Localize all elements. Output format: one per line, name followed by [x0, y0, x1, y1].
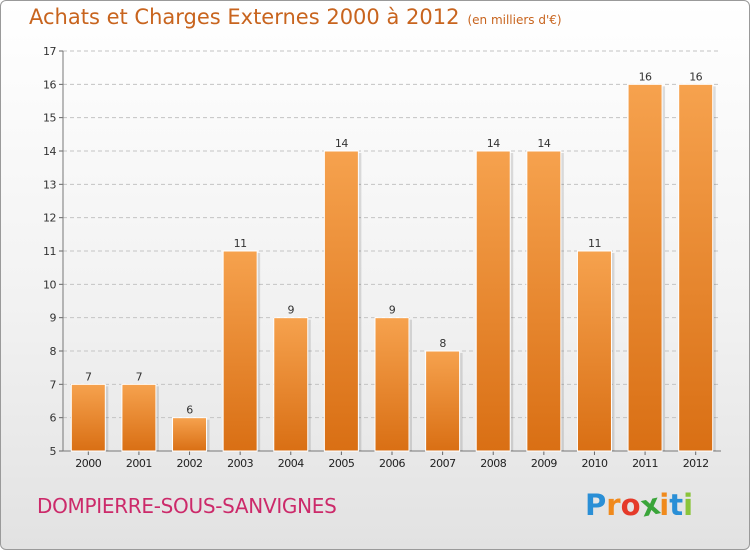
logo-letter: i: [683, 488, 694, 522]
data-label: 16: [689, 70, 702, 83]
data-label: 8: [439, 337, 446, 350]
y-tick-label: 8: [50, 345, 57, 358]
bar: [526, 150, 562, 452]
data-label: 9: [288, 304, 295, 317]
data-label: 14: [487, 137, 500, 150]
bar: [374, 317, 410, 452]
data-label: 14: [537, 137, 550, 150]
y-tick-label: 5: [50, 445, 57, 458]
data-labels: 7 7 6 11 9 14 9 8 14 14 11 16 16: [85, 70, 703, 416]
x-tick-label: 2008: [480, 457, 506, 470]
logo-letter: i: [659, 488, 670, 522]
x-tick-label: 2001: [126, 457, 152, 470]
logo-letter: r: [606, 488, 621, 522]
y-tick-label: 12: [43, 212, 56, 225]
bar: [70, 383, 106, 452]
logo-letter: t: [669, 488, 684, 522]
y-tick-label: 11: [43, 245, 56, 258]
y-tick-label: 10: [43, 278, 56, 291]
y-tick-label: 15: [43, 112, 56, 125]
y-tick-label: 7: [50, 378, 57, 391]
y-tick-label: 6: [50, 412, 57, 425]
x-tick-label: 2006: [379, 457, 405, 470]
y-tick-label: 16: [43, 78, 56, 91]
bar: [678, 83, 714, 452]
y-tick-label: 9: [50, 312, 57, 325]
x-tick-labels: 2000 2001 2002 2003 2004 2005 2006 2007 2008 2009…: [75, 457, 709, 470]
logo-letter: o: [620, 488, 641, 522]
bar: [576, 250, 612, 452]
data-label: 7: [85, 370, 92, 383]
data-label: 11: [234, 237, 247, 250]
bar: [121, 383, 157, 452]
x-tick-label: 2009: [531, 457, 557, 470]
bar: [222, 250, 258, 452]
y-tick-label: 14: [43, 145, 56, 158]
data-label: 16: [639, 70, 652, 83]
bars: [70, 83, 716, 452]
y-tick-label: 17: [43, 45, 56, 58]
x-tick-label: 2012: [683, 457, 709, 470]
bar: [627, 83, 663, 452]
data-label: 6: [186, 404, 193, 417]
chart-subtitle: (en milliers d'€): [467, 13, 562, 27]
y-tick-label: 13: [43, 178, 56, 191]
x-tick-label: 2007: [430, 457, 456, 470]
x-tick-label: 2004: [278, 457, 304, 470]
data-label: 11: [588, 237, 601, 250]
chart-title: Achats et Charges Externes 2000 à 2012 (e…: [29, 5, 562, 29]
bar: [323, 150, 359, 452]
proxiti-logo: Proxiti: [585, 486, 694, 523]
data-label: 9: [389, 304, 396, 317]
bar: [475, 150, 511, 452]
x-tick-label: 2005: [328, 457, 354, 470]
x-tick-label: 2000: [75, 457, 101, 470]
x-tick-label: 2011: [632, 457, 658, 470]
logo-letter: P: [585, 488, 607, 522]
x-tick-label: 2010: [581, 457, 607, 470]
bar: [425, 350, 461, 452]
y-tick-labels: 5 6 7 8 9 10 11 12 13 14 15 16 17: [43, 45, 57, 458]
bar: [273, 317, 309, 452]
city-name: DOMPIERRE-SOUS-SANVIGNES: [37, 494, 337, 518]
chart-title-text: Achats et Charges Externes 2000 à 2012: [29, 5, 460, 29]
x-tick-label: 2003: [227, 457, 253, 470]
bar: [172, 417, 208, 452]
data-label: 7: [136, 370, 143, 383]
data-label: 14: [335, 137, 348, 150]
x-tick-label: 2002: [177, 457, 203, 470]
